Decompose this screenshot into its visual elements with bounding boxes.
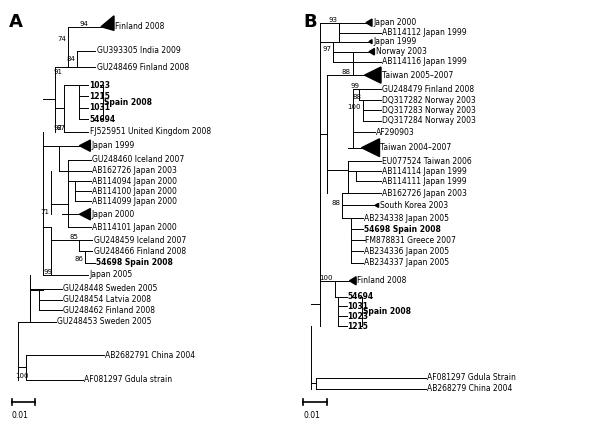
Text: 1031: 1031 [89,103,110,112]
Text: 54698 Spain 2008: 54698 Spain 2008 [364,225,441,234]
Text: GU248454 Latvia 2008: GU248454 Latvia 2008 [64,295,151,304]
Polygon shape [375,203,379,207]
Text: 88: 88 [331,199,340,205]
Polygon shape [361,139,380,157]
Text: EU077524 Taiwan 2006: EU077524 Taiwan 2006 [382,157,472,166]
Text: 54698 Spain 2008: 54698 Spain 2008 [97,258,173,267]
Text: 74: 74 [58,36,67,42]
Text: AF081297 Gdula Strain: AF081297 Gdula Strain [427,373,516,382]
Text: 99: 99 [43,269,52,275]
Text: Taiwan 2004–2007: Taiwan 2004–2007 [380,143,452,152]
Text: Japan 2000: Japan 2000 [373,18,416,27]
Text: FM878831 Greece 2007: FM878831 Greece 2007 [365,236,456,245]
Text: DQ317284 Norway 2003: DQ317284 Norway 2003 [382,116,476,125]
Text: AB234336 Japan 2005: AB234336 Japan 2005 [364,247,449,256]
Text: 1023: 1023 [89,81,110,90]
Text: 1215: 1215 [347,322,368,331]
Text: DQ317282 Norway 2003: DQ317282 Norway 2003 [382,96,476,105]
Polygon shape [365,67,381,83]
Text: GU248469 Finland 2008: GU248469 Finland 2008 [97,63,189,72]
Text: AB114116 Japan 1999: AB114116 Japan 1999 [382,57,467,66]
Text: Spain 2008: Spain 2008 [363,307,411,316]
Text: AB162726 Japan 2003: AB162726 Japan 2003 [92,166,176,175]
Text: GU248479 Finland 2008: GU248479 Finland 2008 [382,85,474,94]
Text: GU248459 Iceland 2007: GU248459 Iceland 2007 [94,236,186,245]
Text: GU248462 Finland 2008: GU248462 Finland 2008 [64,306,155,315]
Text: 0.01: 0.01 [303,411,320,420]
Text: 86: 86 [75,257,84,263]
Text: 93: 93 [329,17,337,23]
Polygon shape [369,39,372,44]
Text: AF081297 Gdula strain: AF081297 Gdula strain [85,375,172,384]
Text: 1023: 1023 [347,312,368,321]
Text: DQ317283 Norway 2003: DQ317283 Norway 2003 [382,106,476,115]
Text: GU393305 India 2009: GU393305 India 2009 [97,46,181,55]
Text: 97: 97 [323,46,331,52]
Text: 100: 100 [347,104,361,110]
Polygon shape [349,277,356,285]
Text: 54694: 54694 [89,115,116,124]
Polygon shape [366,19,372,26]
Text: AB114100 Japan 2000: AB114100 Japan 2000 [92,187,176,196]
Text: 88: 88 [342,69,351,76]
Text: GU248460 Iceland 2007: GU248460 Iceland 2007 [92,155,184,164]
Text: 0.01: 0.01 [12,411,29,420]
Text: AB114111 Japan 1999: AB114111 Japan 1999 [382,177,467,186]
Text: AB234337 Japan 2005: AB234337 Japan 2005 [364,258,449,267]
Text: AB162726 Japan 2003: AB162726 Japan 2003 [382,189,467,198]
Text: FJ525951 United Kingdom 2008: FJ525951 United Kingdom 2008 [89,127,211,136]
Text: Norway 2003: Norway 2003 [376,47,427,56]
Text: GU248453 Sweden 2005: GU248453 Sweden 2005 [57,317,152,326]
Polygon shape [79,208,91,220]
Polygon shape [79,140,91,151]
Text: AB114094 Japan 2000: AB114094 Japan 2000 [92,177,177,186]
Text: 88: 88 [352,94,361,100]
Text: AB114099 Japan 2000: AB114099 Japan 2000 [92,197,177,206]
Text: Finland 2008: Finland 2008 [357,276,406,285]
Text: 84: 84 [66,56,75,62]
Text: B: B [303,12,317,30]
Text: AB268279 China 2004: AB268279 China 2004 [427,384,512,393]
Text: Spain 2008: Spain 2008 [104,98,152,107]
Text: 91: 91 [53,69,62,75]
Text: AB2682791 China 2004: AB2682791 China 2004 [105,351,195,360]
Text: Japan 2000: Japan 2000 [91,210,134,219]
Text: AB114101 Japan 2000: AB114101 Japan 2000 [92,223,176,232]
Text: 1031: 1031 [347,302,368,311]
Text: A: A [9,12,23,30]
Polygon shape [101,16,114,30]
Text: 94: 94 [79,21,88,27]
Text: GU248466 Finland 2008: GU248466 Finland 2008 [94,247,185,256]
Text: 85: 85 [69,234,78,240]
Text: AB114112 Japan 1999: AB114112 Japan 1999 [382,28,467,37]
Text: 54694: 54694 [347,292,374,301]
Text: Japan 2005: Japan 2005 [89,270,132,279]
Text: 100: 100 [16,372,29,378]
Text: 92: 92 [53,125,62,131]
Text: South Korea 2003: South Korea 2003 [380,201,448,210]
Text: AF290903: AF290903 [376,128,415,137]
Text: 1215: 1215 [89,92,110,101]
Text: Finland 2008: Finland 2008 [115,22,165,31]
Text: Japan 1999: Japan 1999 [373,37,416,46]
Text: Taiwan 2005–2007: Taiwan 2005–2007 [382,71,454,80]
Text: 99: 99 [350,83,359,89]
Text: 100: 100 [320,275,333,281]
Text: 87: 87 [56,125,65,131]
Text: AB234338 Japan 2005: AB234338 Japan 2005 [364,214,449,223]
Text: GU248448 Sweden 2005: GU248448 Sweden 2005 [64,284,158,293]
Text: Japan 1999: Japan 1999 [91,141,134,150]
Polygon shape [369,48,374,55]
Text: 71: 71 [40,209,49,215]
Text: AB114114 Japan 1999: AB114114 Japan 1999 [382,166,467,175]
